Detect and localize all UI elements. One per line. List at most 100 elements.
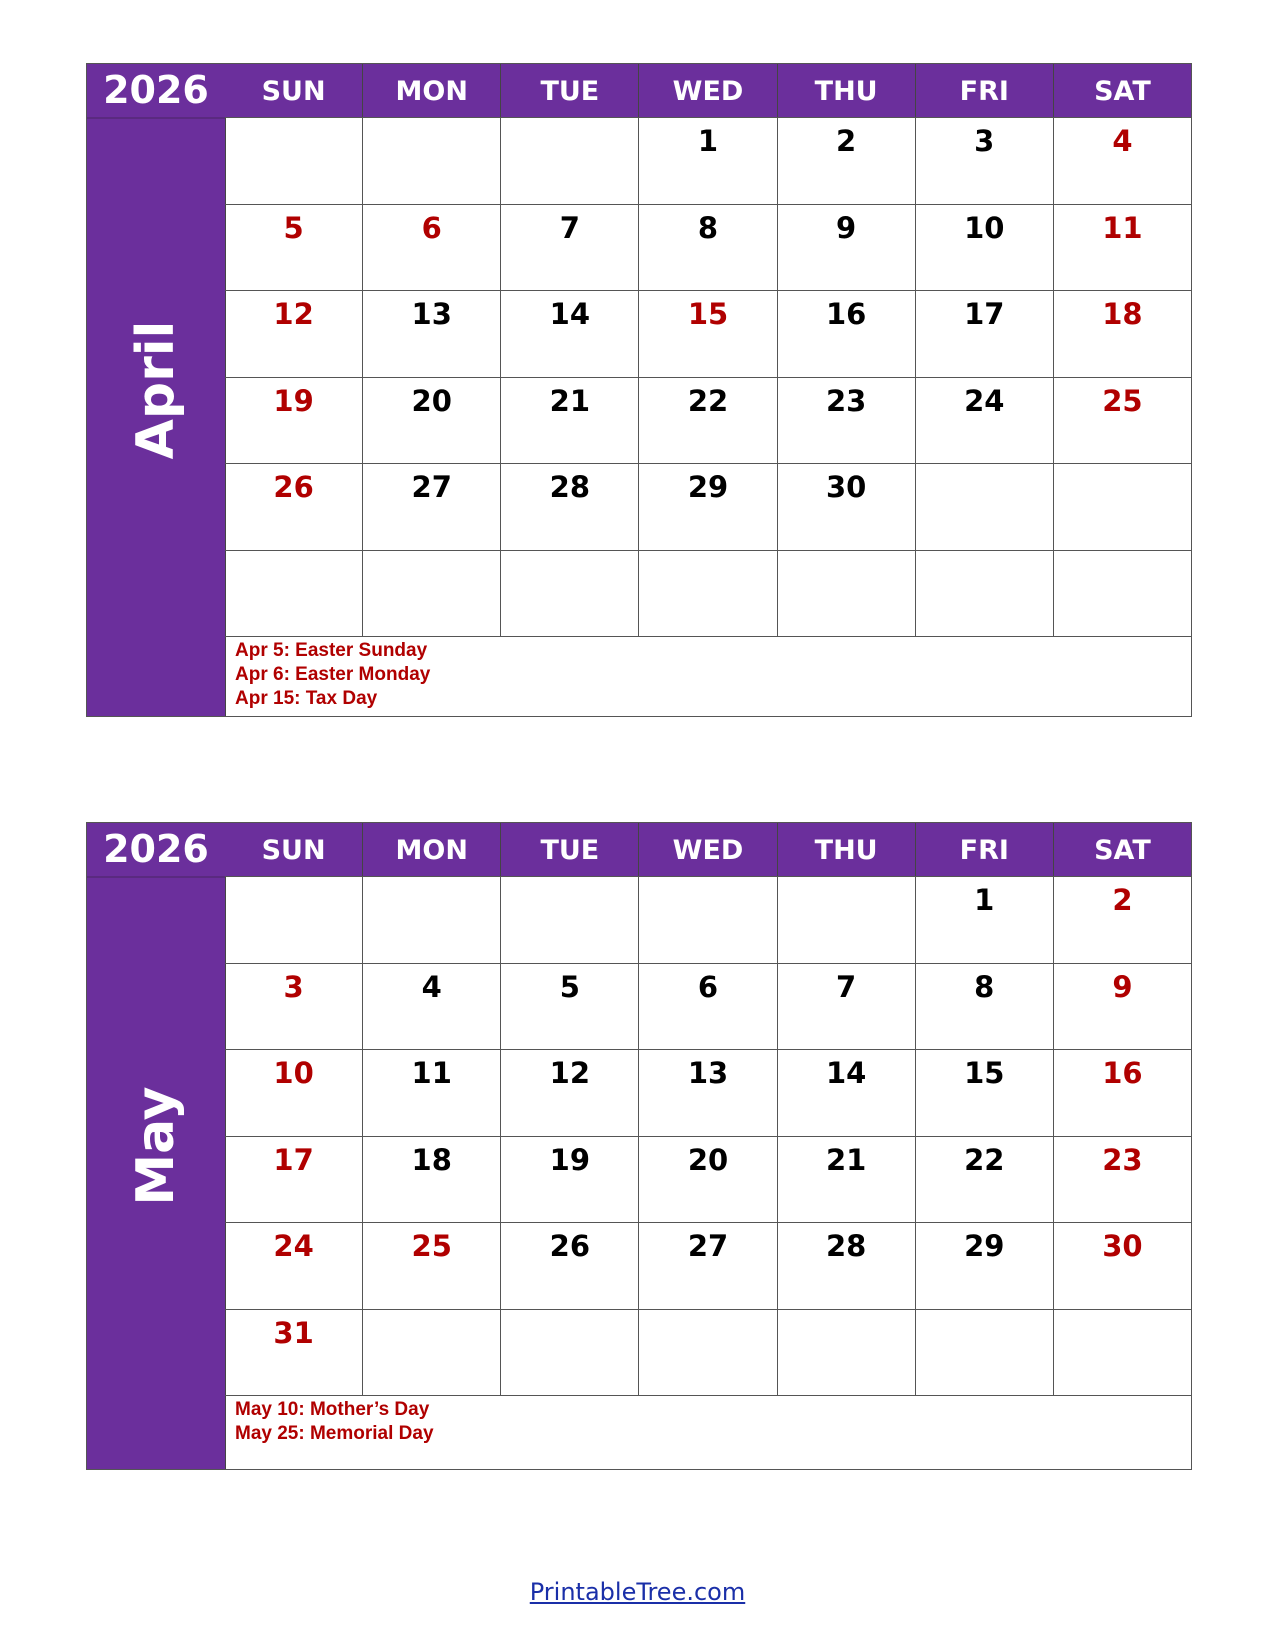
day-cell[interactable]: 24 bbox=[914, 377, 1053, 463]
day-cell[interactable] bbox=[362, 118, 500, 204]
day-cell[interactable]: 1 bbox=[638, 118, 776, 204]
day-cell[interactable]: 19 bbox=[500, 1136, 638, 1222]
day-cell[interactable] bbox=[1052, 550, 1191, 636]
weekday-thu: THU bbox=[776, 823, 915, 876]
day-cell[interactable]: 27 bbox=[638, 1223, 776, 1309]
day-cell[interactable] bbox=[914, 464, 1053, 550]
day-cell[interactable]: 23 bbox=[1052, 1136, 1191, 1222]
weekday-wed: WED bbox=[638, 823, 776, 876]
holiday-note: Apr 6: Easter Monday bbox=[235, 664, 431, 685]
month-label: April bbox=[126, 320, 186, 460]
day-cell[interactable]: 19 bbox=[273, 383, 314, 418]
day-cell[interactable]: 5 bbox=[500, 963, 638, 1049]
day-cell[interactable] bbox=[225, 551, 362, 637]
day-cell[interactable]: 12 bbox=[500, 1050, 638, 1136]
month-label: May bbox=[126, 1086, 186, 1206]
day-cell[interactable] bbox=[776, 877, 915, 963]
calendar-grid: SUN MON TUE WED THU FRI SAT 1 2 3 4 5 6 7 8 9 10 11 12 13 14… bbox=[225, 823, 1191, 1448]
weekday-fri: FRI bbox=[914, 823, 1053, 876]
day-cell[interactable] bbox=[1052, 464, 1191, 550]
year-label: 2026 bbox=[87, 64, 225, 119]
day-cell[interactable]: 3 bbox=[283, 969, 304, 1004]
day-cell[interactable]: 1 bbox=[914, 877, 1053, 963]
day-cell[interactable]: 26 bbox=[273, 470, 314, 504]
day-cell[interactable]: 17 bbox=[273, 1142, 314, 1177]
day-cell[interactable] bbox=[225, 877, 362, 963]
day-cell[interactable]: 4 bbox=[362, 963, 500, 1049]
holiday-notes: Apr 5: Easter Sunday Apr 6: Easter Monday… bbox=[225, 636, 1191, 713]
day-cell[interactable]: 29 bbox=[638, 464, 776, 550]
day-cell[interactable]: 22 bbox=[638, 377, 776, 463]
day-cell[interactable]: 5 bbox=[283, 210, 304, 245]
day-cell[interactable]: 17 bbox=[914, 291, 1053, 377]
day-cell[interactable]: 9 bbox=[1052, 963, 1191, 1049]
day-cell[interactable]: 18 bbox=[1052, 291, 1191, 377]
day-cell[interactable]: 29 bbox=[914, 1223, 1053, 1309]
day-cell[interactable]: 11 bbox=[1052, 204, 1191, 290]
day-cell[interactable]: 30 bbox=[776, 464, 915, 550]
day-cell[interactable]: 12 bbox=[273, 297, 314, 331]
day-cell[interactable] bbox=[776, 550, 915, 636]
day-cell[interactable] bbox=[914, 1309, 1053, 1395]
day-cell[interactable]: 10 bbox=[273, 1056, 314, 1090]
day-cell[interactable]: 14 bbox=[500, 291, 638, 377]
day-cell[interactable] bbox=[638, 550, 776, 636]
day-cell[interactable]: 25 bbox=[362, 1223, 500, 1309]
day-cell[interactable]: 20 bbox=[638, 1136, 776, 1222]
day-cell[interactable]: 16 bbox=[776, 291, 915, 377]
day-cell[interactable]: 6 bbox=[362, 204, 500, 290]
day-cell[interactable] bbox=[500, 550, 638, 636]
day-cell[interactable]: 31 bbox=[273, 1315, 314, 1350]
day-cell[interactable]: 20 bbox=[362, 377, 500, 463]
day-cell[interactable]: 23 bbox=[776, 377, 915, 463]
may-calendar: 2026 May SUN MON TUE WED THU FRI SAT 1 2 3 4 5 6 7 8 9 1… bbox=[86, 822, 1192, 1470]
day-cell[interactable]: 9 bbox=[776, 204, 915, 290]
day-cell[interactable] bbox=[776, 1309, 915, 1395]
day-cell[interactable] bbox=[362, 877, 500, 963]
day-cell[interactable]: 4 bbox=[1052, 118, 1191, 204]
day-cell[interactable] bbox=[362, 550, 500, 636]
day-cell[interactable]: 7 bbox=[500, 204, 638, 290]
day-cell[interactable] bbox=[638, 877, 776, 963]
day-cell[interactable]: 27 bbox=[362, 464, 500, 550]
day-cell[interactable]: 13 bbox=[362, 291, 500, 377]
weekday-sun: SUN bbox=[261, 76, 326, 107]
day-cell[interactable]: 16 bbox=[1052, 1050, 1191, 1136]
day-cell[interactable]: 21 bbox=[500, 377, 638, 463]
day-cell[interactable] bbox=[500, 118, 638, 204]
day-cell[interactable]: 3 bbox=[914, 118, 1053, 204]
day-cell[interactable]: 7 bbox=[776, 963, 915, 1049]
day-cell[interactable] bbox=[362, 1309, 500, 1395]
day-cell[interactable]: 24 bbox=[273, 1229, 314, 1263]
holiday-note: May 10: Mother’s Day bbox=[235, 1399, 430, 1420]
day-cell[interactable]: 26 bbox=[500, 1223, 638, 1309]
day-cell[interactable]: 8 bbox=[638, 204, 776, 290]
day-cell[interactable]: 2 bbox=[1052, 877, 1191, 963]
printabletree-link[interactable]: PrintableTree.com bbox=[529, 1578, 746, 1606]
day-cell[interactable]: 15 bbox=[638, 291, 776, 377]
day-cell[interactable] bbox=[500, 1309, 638, 1395]
day-cell[interactable]: 30 bbox=[1052, 1223, 1191, 1309]
day-cell[interactable] bbox=[500, 877, 638, 963]
day-cell[interactable]: 28 bbox=[500, 464, 638, 550]
day-cell[interactable]: 14 bbox=[776, 1050, 915, 1136]
day-cell[interactable]: 21 bbox=[776, 1136, 915, 1222]
day-cell[interactable]: 25 bbox=[1052, 377, 1191, 463]
day-cell[interactable]: 10 bbox=[914, 204, 1053, 290]
day-cell[interactable]: 8 bbox=[914, 963, 1053, 1049]
day-cell[interactable]: 2 bbox=[776, 118, 915, 204]
day-cell[interactable]: 11 bbox=[362, 1050, 500, 1136]
day-cell[interactable]: 15 bbox=[914, 1050, 1053, 1136]
day-cell[interactable]: 22 bbox=[914, 1136, 1053, 1222]
weekday-header: SUN MON TUE WED THU FRI SAT bbox=[225, 823, 1191, 876]
day-cell[interactable]: 18 bbox=[362, 1136, 500, 1222]
holiday-note: Apr 5: Easter Sunday bbox=[235, 640, 428, 661]
day-cell[interactable] bbox=[1052, 1309, 1191, 1395]
day-cell[interactable] bbox=[638, 1309, 776, 1395]
day-cell[interactable]: 28 bbox=[776, 1223, 915, 1309]
day-cell[interactable]: 6 bbox=[638, 963, 776, 1049]
day-cell[interactable]: 13 bbox=[638, 1050, 776, 1136]
day-cell[interactable] bbox=[225, 118, 362, 204]
day-cell[interactable] bbox=[914, 550, 1053, 636]
